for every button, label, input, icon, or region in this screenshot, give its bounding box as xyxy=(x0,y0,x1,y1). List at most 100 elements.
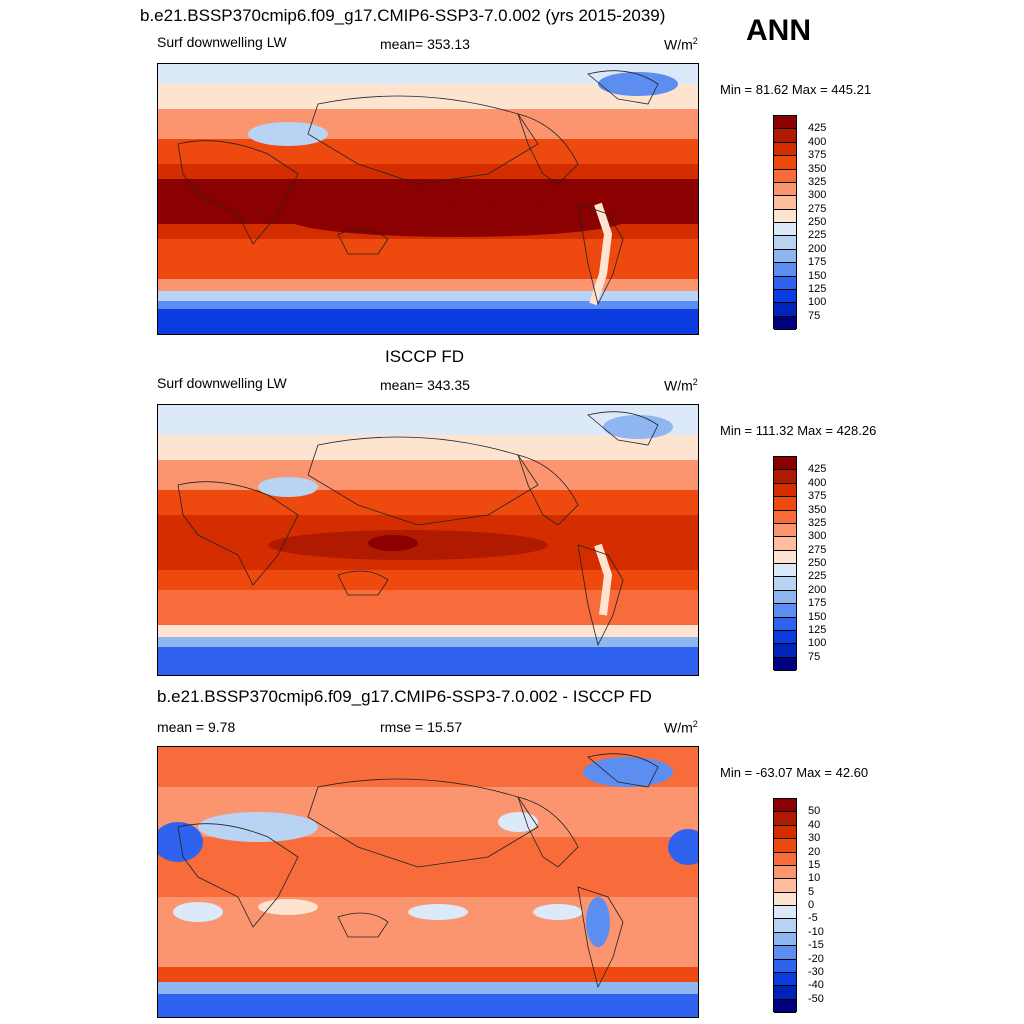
colorbar-swatch xyxy=(774,906,796,920)
colorbar-tick-label: 5 xyxy=(808,885,815,898)
colorbar-tick-label: 400 xyxy=(808,135,827,148)
colorbar-swatch xyxy=(774,236,796,250)
colorbar-tick-label: 100 xyxy=(808,637,827,650)
colorbar-tick-label: 30 xyxy=(808,832,821,845)
colorbar-tick-label: 125 xyxy=(808,623,827,636)
colorbar-swatch xyxy=(774,156,796,170)
colorbar-swatch xyxy=(774,142,796,157)
panel-center-label: rmse = 15.57 xyxy=(380,719,463,735)
colorbar-tick-label: 20 xyxy=(808,845,821,858)
colorbar-swatch xyxy=(774,169,796,183)
colorbar-tick-label: 325 xyxy=(808,175,827,188)
colorbar-tick-label: -50 xyxy=(808,992,824,1005)
colorbar-tick-label: 225 xyxy=(808,229,827,242)
colorbar-tick-label: 400 xyxy=(808,476,827,489)
colorbar-tick-label: -30 xyxy=(808,965,824,978)
colorbar-swatch xyxy=(774,523,796,538)
map-model xyxy=(157,63,699,335)
colorbar-tick-label: 200 xyxy=(808,242,827,255)
colorbar-swatch xyxy=(774,959,796,973)
colorbar-tick-label: 350 xyxy=(808,503,827,516)
colorbar-swatch xyxy=(774,577,796,591)
colorbar-swatch xyxy=(774,946,796,960)
panel-units: W/m2 xyxy=(664,719,698,736)
colorbar-tick-label: -20 xyxy=(808,952,824,965)
colorbar-swatch xyxy=(774,223,796,237)
colorbar-swatch xyxy=(774,129,796,143)
colorbar-tick-label: 10 xyxy=(808,872,821,885)
colorbar-tick-label: 175 xyxy=(808,597,827,610)
colorbar-tick-label: -40 xyxy=(808,979,824,992)
panel-units: W/m2 xyxy=(664,377,698,394)
colorbar-swatch xyxy=(774,289,796,304)
colorbar-swatch xyxy=(774,303,796,317)
colorbar-tick-label: 375 xyxy=(808,149,827,162)
colorbar-tick-label: 150 xyxy=(808,610,827,623)
panel-title: b.e21.BSSP370cmip6.f09_g17.CMIP6-SSP3-7.… xyxy=(157,687,652,706)
map-obs xyxy=(157,404,699,676)
colorbar-tick-label: 125 xyxy=(808,282,827,295)
colorbar-swatch xyxy=(774,932,796,947)
panel-minmax: Min = 81.62 Max = 445.21 xyxy=(720,82,872,97)
colorbar-tick-label: 325 xyxy=(808,516,827,529)
season-label: ANN xyxy=(746,14,811,47)
colorbar-swatch xyxy=(774,483,796,498)
colorbar-swatch xyxy=(774,550,796,564)
colorbar-obs xyxy=(773,456,797,671)
panel-left-label: mean = 9.78 xyxy=(157,719,236,735)
colorbar-tick-label: 350 xyxy=(808,162,827,175)
colorbar-tick-label: 200 xyxy=(808,583,827,596)
panel-units: W/m2 xyxy=(664,36,698,53)
panel-left-label: Surf downwelling LW xyxy=(157,375,287,391)
colorbar-tick-label: 250 xyxy=(808,557,827,569)
colorbar-tick-label: 15 xyxy=(808,858,821,871)
colorbar-swatch xyxy=(774,839,796,853)
colorbar-tick-label: 40 xyxy=(808,818,821,831)
colorbar-tick-label: -10 xyxy=(808,925,824,938)
colorbar-tick-label: 275 xyxy=(808,543,827,556)
colorbar-swatch xyxy=(774,865,796,880)
colorbar-swatch xyxy=(774,590,796,605)
colorbar-tick-label: 50 xyxy=(808,805,821,818)
colorbar-swatch xyxy=(774,263,796,277)
colorbar-swatch xyxy=(774,316,796,330)
colorbar-swatch xyxy=(774,457,796,471)
colorbar-swatch xyxy=(774,182,796,197)
colorbar-tick-label: 175 xyxy=(808,256,827,269)
panel-minmax: Min = -63.07 Max = 42.60 xyxy=(720,765,869,780)
main-title: b.e21.BSSP370cmip6.f09_g17.CMIP6-SSP3-7.… xyxy=(140,6,666,25)
colorbar-swatch xyxy=(774,892,796,906)
colorbar-swatch xyxy=(774,617,796,631)
colorbar-tick-label: 425 xyxy=(808,122,827,135)
colorbar-swatch xyxy=(774,630,796,645)
colorbar-swatch xyxy=(774,986,796,1000)
colorbar-model xyxy=(773,115,797,330)
colorbar-tick-label: -15 xyxy=(808,939,824,952)
colorbar-swatch xyxy=(774,510,796,524)
colorbar-swatch xyxy=(774,919,796,933)
colorbar-tick-label: 225 xyxy=(808,570,827,583)
panel-center-label: mean= 353.13 xyxy=(380,36,470,52)
colorbar-swatch xyxy=(774,276,796,290)
colorbar-swatch xyxy=(774,999,796,1013)
panel-title: ISCCP FD xyxy=(385,347,465,366)
colorbar-swatch xyxy=(774,879,796,893)
colorbar-swatch xyxy=(774,657,796,671)
colorbar-tick-label: 300 xyxy=(808,189,827,202)
colorbar-tick-label: 150 xyxy=(808,269,827,282)
colorbar-swatch xyxy=(774,249,796,264)
colorbar-swatch xyxy=(774,537,796,551)
colorbar-swatch xyxy=(774,972,796,987)
colorbar-swatch xyxy=(774,825,796,840)
colorbar-tick-label: 75 xyxy=(808,650,821,663)
map-diff xyxy=(157,746,699,1018)
colorbar-diff xyxy=(773,798,797,1013)
colorbar-swatch xyxy=(774,116,796,130)
colorbar-swatch xyxy=(774,604,796,618)
colorbar-swatch xyxy=(774,470,796,484)
panel-minmax: Min = 111.32 Max = 428.26 xyxy=(720,423,877,438)
colorbar-swatch xyxy=(774,644,796,658)
colorbar-tick-label: 375 xyxy=(808,490,827,503)
colorbar-tick-label: -5 xyxy=(808,912,818,925)
colorbar-swatch xyxy=(774,196,796,210)
